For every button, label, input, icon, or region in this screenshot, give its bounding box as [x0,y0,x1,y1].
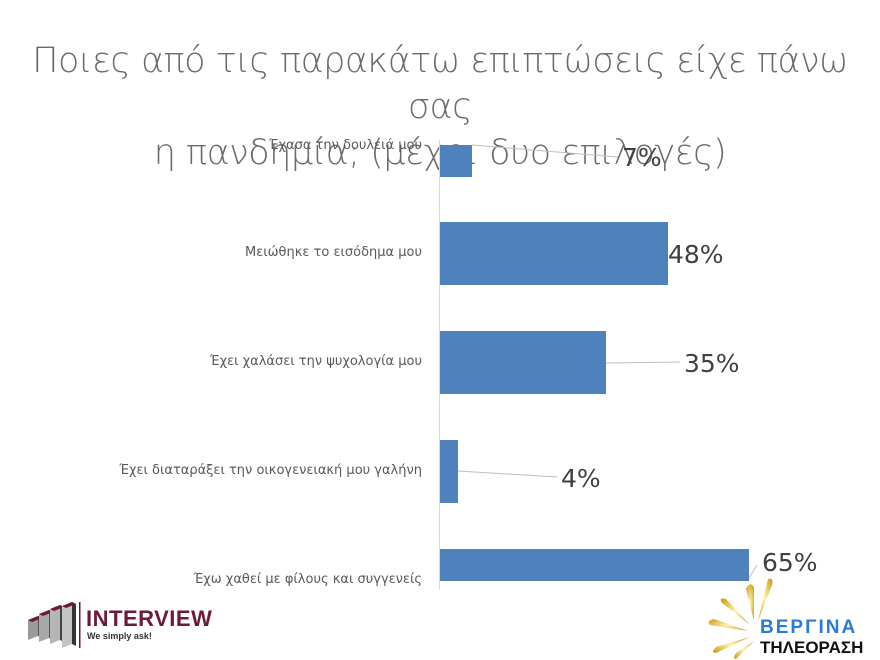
category-label: Έχει χαλάσει την ψυχολογία μου [209,354,422,369]
value-label: 7% [622,143,662,172]
category-axis [439,140,440,590]
bar-psychology [440,331,606,394]
category-label: Έχασα την δουλειά μου [268,138,422,153]
bar-chart-logo-icon [28,602,81,648]
category-label: Μειώθηκε το εισόδημα μου [245,245,422,260]
vergina-tv-logo: ΒΕΡΓΙΝΑ ΤΗΛΕΟΡΑΣΗ [706,575,880,660]
bar-lost-touch [440,549,749,581]
vergina-logo-name: ΒΕΡΓΙΝΑ [760,617,858,638]
interview-logo: INTERVIEW We simply ask! [26,600,226,650]
chart-title-line1: Ποιες από τις παρακάτω επιπτώσεις είχε π… [32,41,848,127]
chart-title: Ποιες από τις παρακάτω επιπτώσεις είχε π… [0,38,880,176]
category-label: Έχει διαταράξει την οικογενειακή μου γαλ… [119,463,422,478]
vergina-logo-subtitle: ΤΗΛΕΟΡΑΣΗ [760,638,864,657]
sun-rays-icon [708,578,773,659]
bar-income-reduced [440,222,668,285]
value-label: 4% [561,464,601,493]
bar-lost-job [440,145,472,177]
interview-logo-tagline: We simply ask! [87,631,152,641]
value-label: 48% [668,240,724,269]
category-label: Έχω χαθεί με φίλους και συγγενείς [193,572,422,587]
value-label: 35% [684,349,740,378]
interview-logo-name: INTERVIEW [86,606,213,631]
value-label: 65% [762,548,818,577]
bar-family-peace [440,440,458,503]
